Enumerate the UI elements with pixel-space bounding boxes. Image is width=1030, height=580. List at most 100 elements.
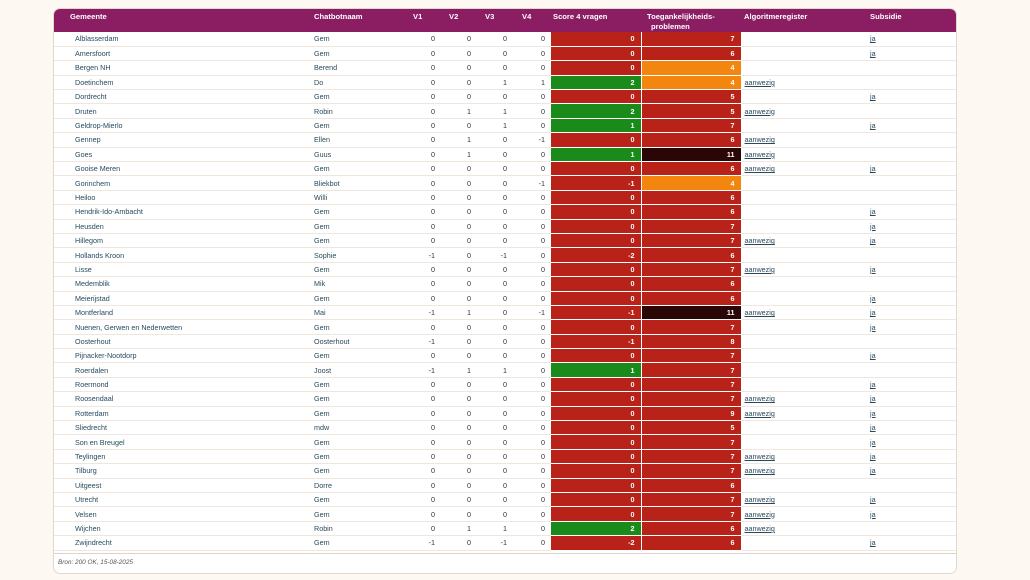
score-cell: 0 bbox=[551, 406, 642, 422]
subsidie-cell bbox=[868, 247, 956, 263]
algoritmeregister-link[interactable]: aanwezig bbox=[744, 495, 775, 505]
algoritmeregister-link[interactable]: aanwezig bbox=[744, 149, 775, 159]
v2-cell: 0 bbox=[441, 506, 477, 522]
subsidie-link[interactable]: ja bbox=[870, 408, 876, 418]
subsidie-link[interactable]: ja bbox=[870, 452, 876, 462]
gemeente-cell: Nuenen, Gerwen en Nederwetten bbox=[54, 319, 314, 335]
col-header-gemeente[interactable]: Gemeente bbox=[70, 12, 107, 21]
algoritmeregister-link[interactable]: aanwezig bbox=[744, 452, 775, 462]
subsidie-cell: ja bbox=[868, 492, 956, 508]
col-header-chatbotnaam[interactable]: Chatbotnaam bbox=[314, 12, 363, 21]
chatbot-cell: Gem bbox=[314, 449, 404, 465]
subsidie-link[interactable]: ja bbox=[870, 92, 876, 102]
algoritmeregister-link[interactable]: aanwezig bbox=[744, 77, 775, 87]
chatbot-cell: Sophie bbox=[314, 247, 404, 263]
algoritmeregister-link[interactable]: aanwezig bbox=[744, 466, 775, 476]
v2-cell: 0 bbox=[441, 276, 477, 292]
subsidie-link[interactable]: ja bbox=[870, 308, 876, 318]
gemeente-cell: Oosterhout bbox=[54, 334, 314, 350]
algoritmeregister-link[interactable]: aanwezig bbox=[744, 164, 775, 174]
toegankelijkheid-cell: 7 bbox=[641, 262, 742, 278]
toegankelijkheid-cell: 7 bbox=[641, 233, 742, 249]
gemeente-cell: Gennep bbox=[54, 132, 314, 148]
subsidie-link[interactable]: ja bbox=[870, 322, 876, 332]
subsidie-link[interactable]: ja bbox=[870, 121, 876, 131]
algoritmeregister-link[interactable]: aanwezig bbox=[744, 523, 775, 533]
subsidie-link[interactable]: ja bbox=[870, 49, 876, 59]
toegankelijkheid-cell: 7 bbox=[641, 391, 742, 407]
v1-cell: 0 bbox=[404, 449, 441, 465]
subsidie-link[interactable]: ja bbox=[870, 221, 876, 231]
subsidie-link[interactable]: ja bbox=[870, 394, 876, 404]
table-row: Roerdalen Joost -1 1 1 0 1 7 bbox=[54, 362, 956, 378]
subsidie-link[interactable]: ja bbox=[870, 437, 876, 447]
v4-cell: 0 bbox=[513, 147, 551, 163]
table-row: Uitgeest Dorre 0 0 0 0 0 6 bbox=[54, 478, 956, 494]
v3-cell: 0 bbox=[477, 492, 513, 508]
chatbot-cell: Gem bbox=[314, 118, 404, 134]
subsidie-link[interactable]: ja bbox=[870, 509, 876, 519]
subsidie-cell bbox=[868, 190, 956, 206]
v2-cell: 0 bbox=[441, 262, 477, 278]
v1-cell: 0 bbox=[404, 204, 441, 220]
results-panel: Gemeente Chatbotnaam V1 V2 V3 V4 Score 4… bbox=[53, 8, 957, 574]
col-header-v3[interactable]: V3 bbox=[485, 12, 495, 21]
algoritmeregister-cell bbox=[741, 46, 868, 62]
v3-cell: 0 bbox=[477, 89, 513, 105]
chatbot-cell: Gem bbox=[314, 89, 404, 105]
v4-cell: 0 bbox=[513, 276, 551, 292]
subsidie-link[interactable]: ja bbox=[870, 34, 876, 44]
subsidie-link[interactable]: ja bbox=[870, 264, 876, 274]
col-header-v2[interactable]: V2 bbox=[449, 12, 459, 21]
v4-cell: 0 bbox=[513, 391, 551, 407]
gemeente-cell: Bergen NH bbox=[54, 60, 314, 76]
col-header-v1[interactable]: V1 bbox=[413, 12, 423, 21]
table-row: Wijchen Robin 0 1 1 0 2 6 aanwezig bbox=[54, 521, 956, 537]
algoritmeregister-link[interactable]: aanwezig bbox=[744, 509, 775, 519]
v2-cell: 0 bbox=[441, 334, 477, 350]
v2-cell: 0 bbox=[441, 161, 477, 177]
table-row: Druten Robin 0 1 1 0 2 5 aanwezig bbox=[54, 103, 956, 119]
col-header-algoritmeregister[interactable]: Algoritmeregister bbox=[744, 12, 808, 21]
algoritmeregister-link[interactable]: aanwezig bbox=[744, 394, 775, 404]
col-header-toegankelijkheid[interactable]: Toegankelijkheids- problemen bbox=[641, 9, 741, 32]
v3-cell: 0 bbox=[477, 219, 513, 234]
subsidie-link[interactable]: ja bbox=[870, 423, 876, 433]
subsidie-link[interactable]: ja bbox=[870, 380, 876, 390]
v1-cell: -1 bbox=[404, 334, 441, 350]
subsidie-link[interactable]: ja bbox=[870, 495, 876, 505]
subsidie-cell bbox=[868, 175, 956, 191]
algoritmeregister-link[interactable]: aanwezig bbox=[744, 106, 775, 116]
gemeente-cell: Hillegom bbox=[54, 233, 314, 249]
algoritmeregister-link[interactable]: aanwezig bbox=[744, 308, 775, 318]
algoritmeregister-link[interactable]: aanwezig bbox=[744, 135, 775, 145]
subsidie-link[interactable]: ja bbox=[870, 293, 876, 303]
subsidie-cell: ja bbox=[868, 233, 956, 249]
subsidie-link[interactable]: ja bbox=[870, 466, 876, 476]
subsidie-link[interactable]: ja bbox=[870, 351, 876, 361]
algoritmeregister-link[interactable]: aanwezig bbox=[744, 236, 775, 246]
table-row: Lisse Gem 0 0 0 0 0 7 aanwezig ja bbox=[54, 262, 956, 278]
subsidie-link[interactable]: ja bbox=[870, 538, 876, 548]
subsidie-link[interactable]: ja bbox=[870, 207, 876, 217]
col-header-subsidie[interactable]: Subsidie bbox=[870, 12, 902, 21]
subsidie-cell: ja bbox=[868, 406, 956, 422]
v1-cell: 0 bbox=[404, 103, 441, 119]
v3-cell: 0 bbox=[477, 391, 513, 407]
chatbot-cell: Guus bbox=[314, 147, 404, 163]
subsidie-link[interactable]: ja bbox=[870, 236, 876, 246]
v1-cell: 0 bbox=[404, 32, 441, 47]
col-header-v4[interactable]: V4 bbox=[522, 12, 532, 21]
algoritmeregister-link[interactable]: aanwezig bbox=[744, 264, 775, 274]
col-header-score[interactable]: Score 4 vragen bbox=[553, 12, 608, 21]
algoritmeregister-cell bbox=[741, 434, 868, 450]
subsidie-cell bbox=[868, 103, 956, 119]
v2-cell: 0 bbox=[441, 291, 477, 306]
chatbot-cell: Gem bbox=[314, 319, 404, 335]
algoritmeregister-link[interactable]: aanwezig bbox=[744, 408, 775, 418]
chatbot-cell: Ellen bbox=[314, 132, 404, 148]
subsidie-link[interactable]: ja bbox=[870, 164, 876, 174]
algoritmeregister-cell bbox=[741, 190, 868, 206]
subsidie-cell: ja bbox=[868, 204, 956, 220]
subsidie-cell: ja bbox=[868, 449, 956, 465]
